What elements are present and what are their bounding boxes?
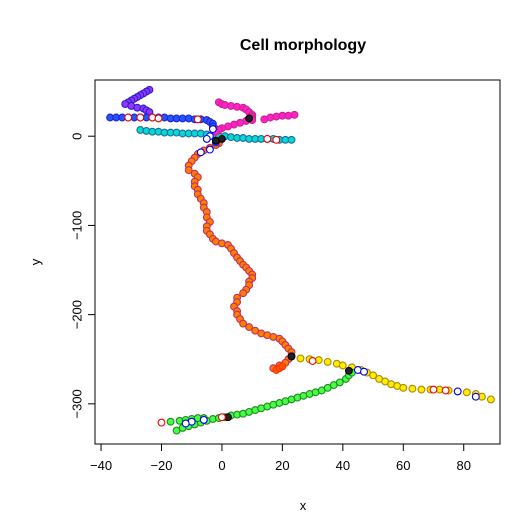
data-point	[166, 417, 175, 426]
x-axis: −40 −20 0 20 40 60 80	[90, 444, 471, 473]
data-point	[263, 134, 272, 143]
data-point	[408, 384, 417, 393]
data-point	[239, 289, 248, 298]
data-point	[245, 323, 254, 332]
data-point	[287, 352, 296, 361]
y-axis: 0 −100 −200 −300	[70, 133, 95, 419]
data-point	[308, 357, 317, 365]
x-tick-label: −20	[150, 458, 172, 473]
data-point	[196, 148, 205, 157]
x-tick-label: 40	[336, 458, 350, 473]
x-tick-label: 0	[218, 458, 225, 473]
data-point	[360, 367, 368, 376]
data-point	[369, 371, 378, 380]
data-point	[157, 418, 166, 427]
data-point	[335, 378, 344, 387]
data-points	[106, 85, 495, 435]
y-axis-label: y	[28, 258, 43, 265]
x-tick-label: 80	[456, 458, 470, 473]
plot-frame	[94, 79, 501, 445]
data-point	[278, 362, 287, 371]
y-tick-label: 0	[70, 133, 85, 140]
data-point	[184, 166, 193, 175]
data-point	[290, 110, 299, 119]
x-axis-label: x	[300, 498, 307, 513]
data-point	[441, 386, 450, 395]
data-point	[205, 145, 214, 154]
data-point	[193, 115, 202, 124]
data-point	[296, 354, 305, 363]
data-point	[239, 319, 248, 328]
data-point	[181, 419, 190, 428]
x-tick-label: 60	[396, 458, 410, 473]
chart-title: Cell morphology	[240, 37, 366, 54]
data-point	[323, 357, 332, 366]
data-point	[486, 395, 495, 404]
x-tick-label: −40	[90, 458, 112, 473]
data-point	[417, 385, 426, 394]
y-tick-label: −100	[70, 211, 85, 240]
data-point	[217, 134, 226, 143]
x-tick-label: 20	[275, 458, 289, 473]
data-point	[124, 113, 133, 122]
data-point	[217, 413, 226, 422]
data-point	[429, 385, 438, 394]
data-point	[208, 125, 217, 134]
y-tick-label: −200	[70, 300, 85, 329]
data-point	[272, 135, 281, 144]
data-point	[136, 113, 145, 122]
data-point	[287, 135, 296, 144]
data-point	[154, 114, 163, 123]
data-point	[399, 383, 408, 392]
data-point	[462, 388, 471, 397]
data-point	[471, 392, 480, 401]
data-point	[453, 387, 462, 396]
data-point	[199, 415, 208, 424]
data-point	[338, 361, 347, 370]
data-point	[202, 134, 211, 143]
data-point	[344, 366, 353, 375]
data-point	[245, 114, 254, 123]
y-tick-label: −300	[70, 389, 85, 418]
